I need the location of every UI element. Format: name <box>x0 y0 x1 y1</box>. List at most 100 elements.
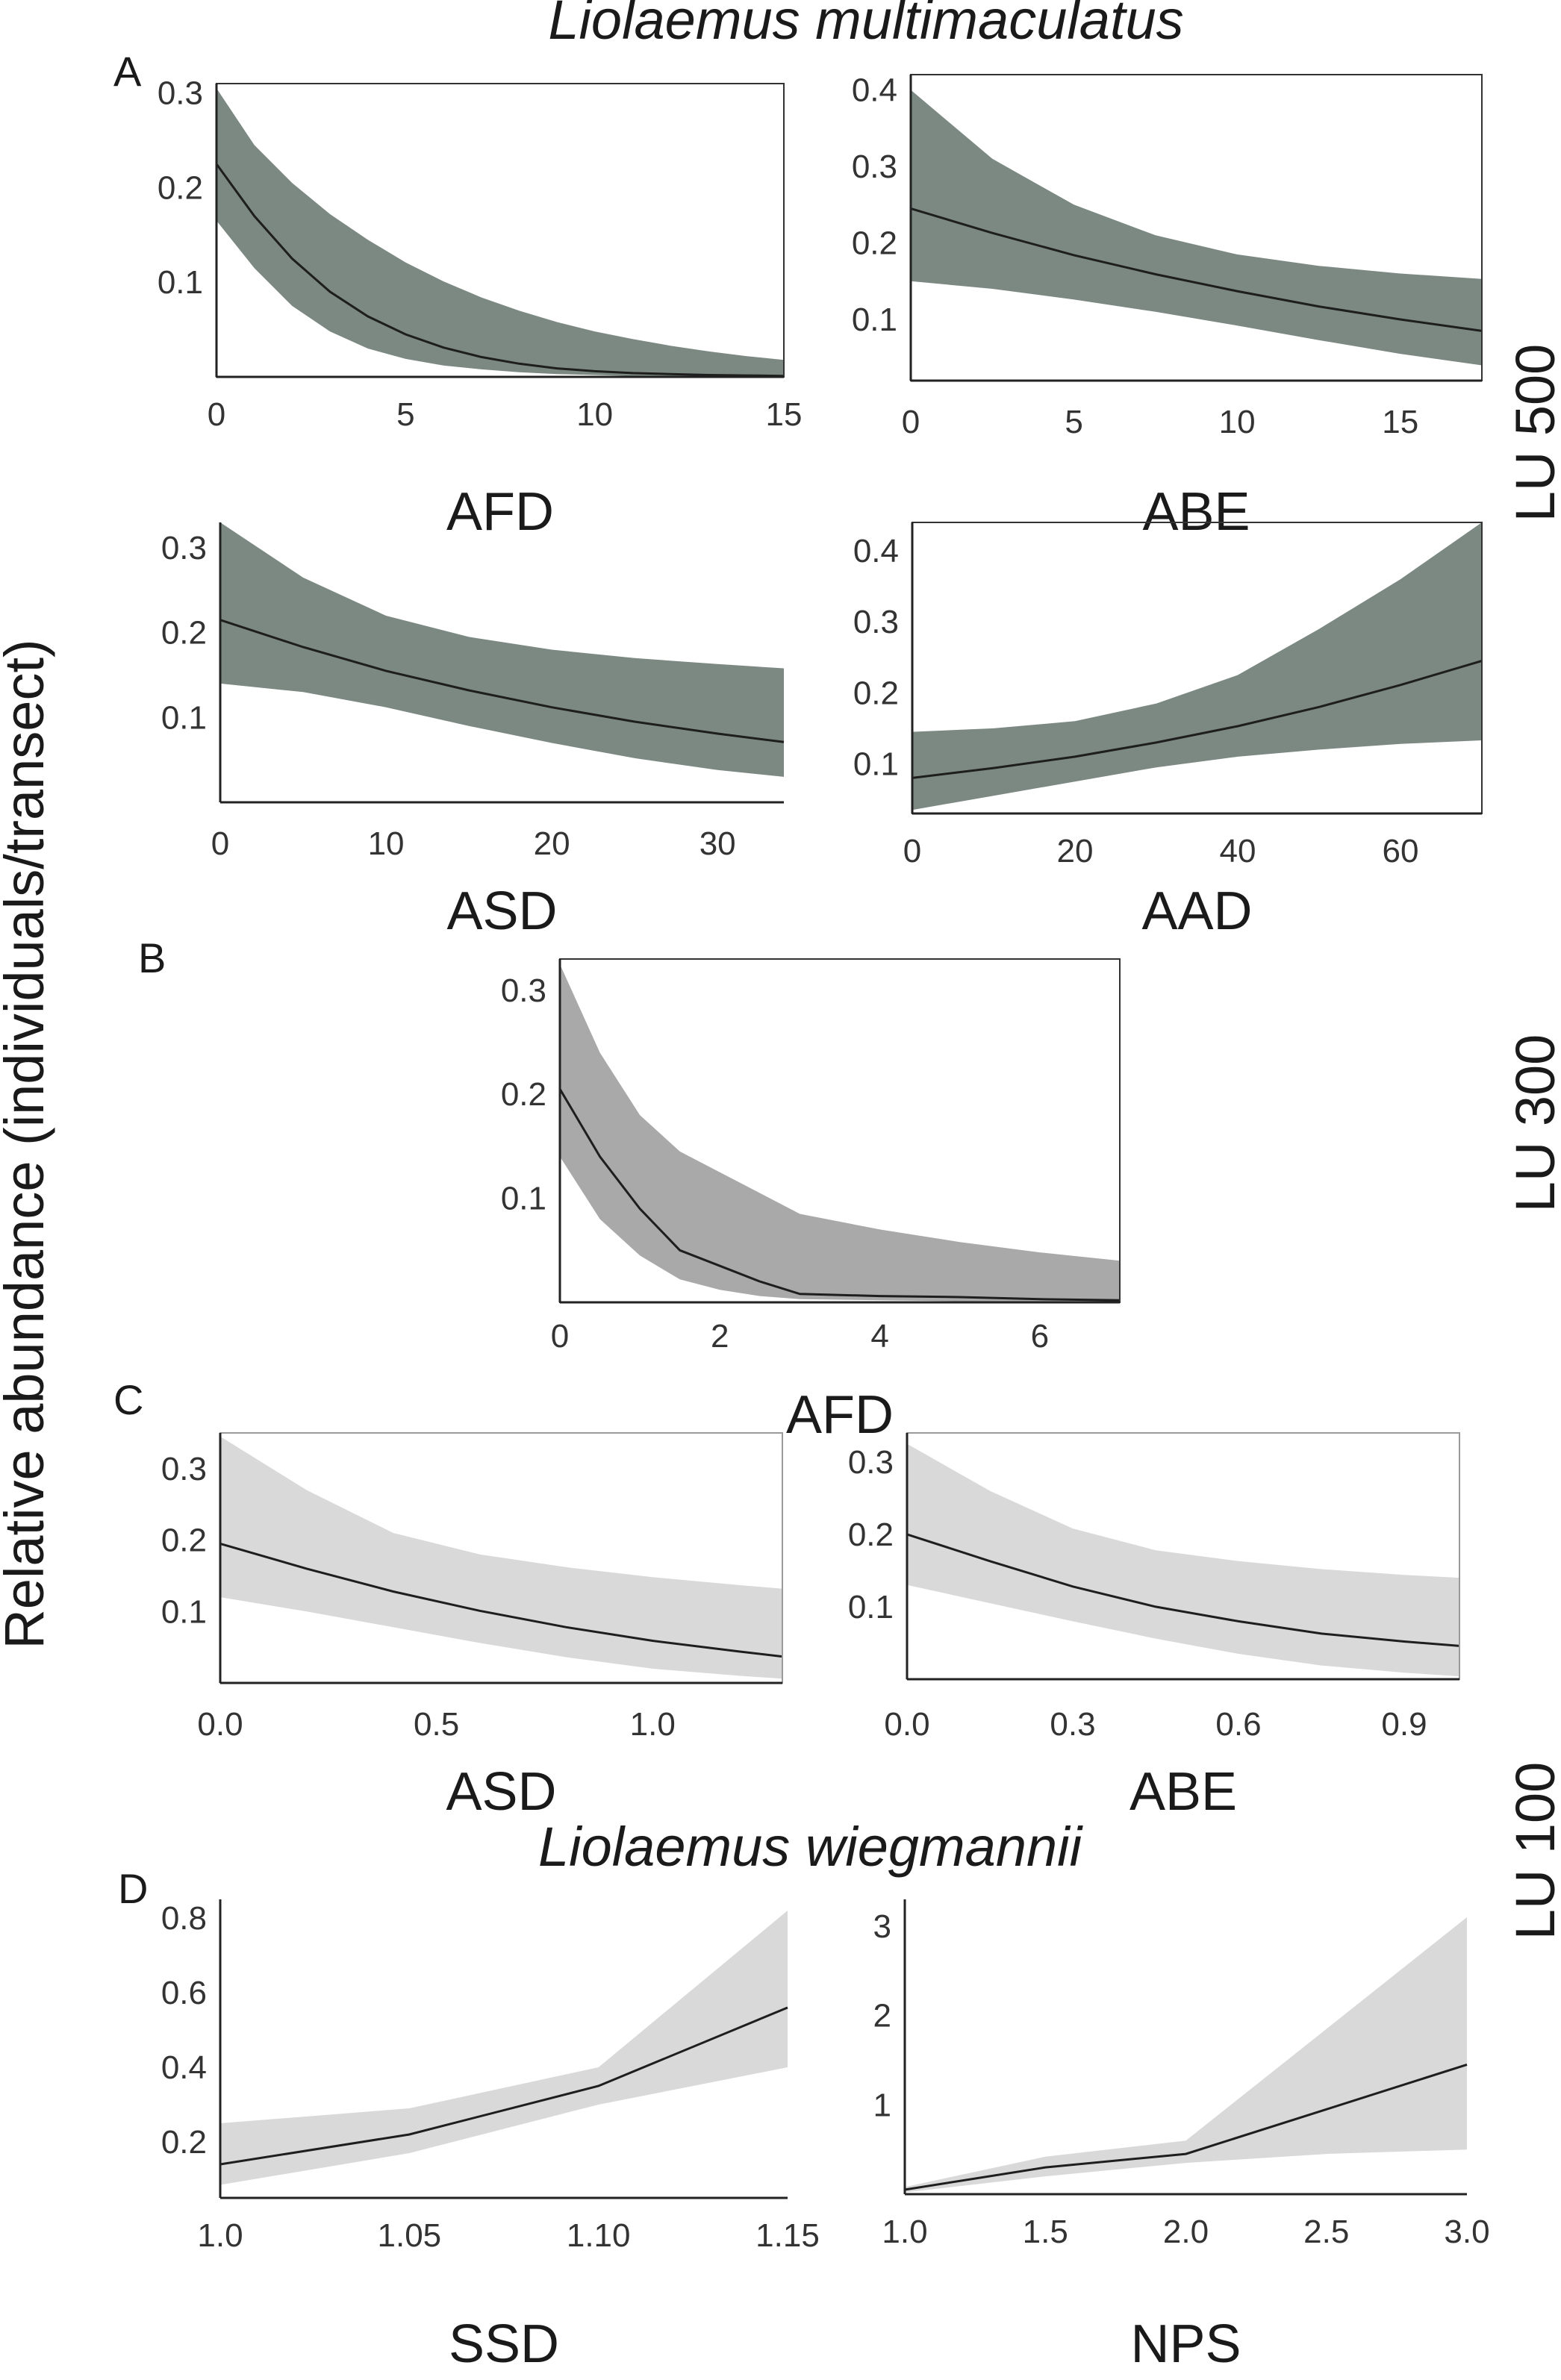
x-tick-label-a4: 20 <box>1057 833 1094 869</box>
confidence-band-c2 <box>907 1443 1459 1677</box>
x-tick-label-a4: 0 <box>903 833 921 869</box>
x-tick-label-a2: 15 <box>1382 404 1418 440</box>
x-tick-label-c2: 0.3 <box>1050 1706 1095 1743</box>
x-tick-label-d2: 1.5 <box>1023 2214 1068 2250</box>
y-tick-label-c1: 0.1 <box>161 1593 207 1630</box>
x-tick-label-d1: 1.10 <box>567 2217 631 2254</box>
y-tick-label-a3: 0.2 <box>161 615 207 652</box>
x-axis-label-a1: AFD <box>446 482 554 542</box>
mean-line-a3 <box>219 619 785 743</box>
x-axis-label-b1: AFD <box>786 1385 894 1445</box>
y-tick-label-c1: 0.3 <box>161 1451 207 1487</box>
chart-c2: 0.1 0.2 0.3 0.0 0.3 0.6 0.9 ABE <box>848 1432 1460 1822</box>
mean-line-a2 <box>910 207 1483 332</box>
mean-line-c2 <box>906 1533 1460 1647</box>
title-bottom: Liolaemus wiegmannii <box>538 1816 1084 1878</box>
y-tick-label-a2: 0.2 <box>852 225 897 262</box>
y-tick-label-c2: 0.1 <box>848 1589 894 1625</box>
x-tick-label-b1: 0 <box>551 1318 569 1355</box>
y-tick-label-b1: 0.3 <box>501 972 546 1009</box>
x-axis-label-d1: SSD <box>449 2314 559 2374</box>
y-tick-label-a3: 0.1 <box>161 699 207 736</box>
y-tick-label-a2: 0.4 <box>852 72 897 109</box>
y-tick-label-a4: 0.3 <box>853 604 899 640</box>
x-tick-label-a2: 10 <box>1219 404 1256 440</box>
chart-d1: 0.2 0.4 0.6 0.8 1.0 1.05 1.10 1.15 SSD <box>161 1899 820 2374</box>
x-tick-label-c1: 0.5 <box>414 1706 459 1743</box>
y-tick-label-d2: 2 <box>873 1998 891 2034</box>
x-axis-label-a4: AAD <box>1141 881 1252 941</box>
chart-a1: 0.1 0.2 0.3 0 5 10 15 AFD <box>158 75 803 542</box>
mean-line-b1 <box>558 1088 1121 1302</box>
chart-c1: 0.1 0.2 0.3 0.0 0.5 1.0 ASD <box>161 1432 783 1822</box>
x-tick-label-d1: 1.05 <box>378 2217 442 2254</box>
x-axis-label-c1: ASD <box>446 1762 556 1822</box>
y-tick-label-a1: 0.2 <box>158 169 203 206</box>
chart-a4: 0.1 0.2 0.3 0.4 0 20 40 60 AAD <box>853 522 1483 941</box>
x-tick-label-d1: 1.15 <box>755 2217 820 2254</box>
confidence-band-a3 <box>220 522 784 777</box>
x-tick-label-d1: 1.0 <box>197 2217 243 2254</box>
y-tick-label-d1: 0.8 <box>161 1900 207 1937</box>
y-tick-label-d1: 0.2 <box>161 2124 207 2161</box>
y-axis-label: Relative abundance (individuals/transect… <box>0 639 55 1649</box>
x-tick-label-a3: 20 <box>534 825 570 862</box>
y-tick-label-a2: 0.3 <box>852 149 897 185</box>
x-tick-label-a4: 40 <box>1220 833 1256 869</box>
x-tick-label-c1: 1.0 <box>630 1706 676 1743</box>
y-tick-label-d2: 3 <box>873 1908 891 1945</box>
confidence-band-a1 <box>216 88 784 377</box>
confidence-band-b1 <box>560 964 1120 1302</box>
x-tick-label-a3: 30 <box>700 825 736 862</box>
y-tick-label-a1: 0.3 <box>158 75 203 112</box>
x-tick-label-c1: 0.0 <box>197 1706 243 1743</box>
chart-a2: 0.1 0.2 0.3 0.4 0 5 10 15 ABE <box>852 72 1483 542</box>
y-tick-label-a4: 0.2 <box>853 675 899 711</box>
x-axis-label-a3: ASD <box>446 881 557 941</box>
x-tick-label-b1: 2 <box>711 1318 729 1355</box>
x-axis-label-c2: ABE <box>1130 1762 1237 1822</box>
x-tick-label-b1: 6 <box>1031 1318 1049 1355</box>
x-tick-label-c2: 0.9 <box>1381 1706 1427 1743</box>
title-top: Liolaemus multimaculatus <box>548 0 1183 51</box>
x-tick-label-d2: 2.0 <box>1163 2214 1209 2250</box>
confidence-band-a4 <box>912 522 1482 810</box>
side-label-lu100: LU 100 <box>1504 1762 1561 1940</box>
x-tick-label-c2: 0.0 <box>884 1706 929 1743</box>
confidence-band-d2 <box>905 1917 1467 2193</box>
x-tick-label-a1: 10 <box>576 396 613 433</box>
mean-line-c1 <box>219 1542 783 1658</box>
x-tick-label-b1: 4 <box>870 1318 888 1355</box>
x-tick-label-a1: 5 <box>396 396 414 433</box>
mean-line-a1 <box>215 163 785 378</box>
x-tick-label-a3: 10 <box>368 825 405 862</box>
y-tick-label-a1: 0.1 <box>158 264 203 301</box>
y-tick-label-a4: 0.4 <box>853 533 899 569</box>
x-tick-label-a2: 5 <box>1065 404 1082 440</box>
x-tick-label-d2: 1.0 <box>882 2214 927 2250</box>
panel-label-c: C <box>113 1376 143 1423</box>
y-tick-label-c1: 0.2 <box>161 1522 207 1559</box>
x-tick-label-a1: 0 <box>208 396 225 433</box>
x-tick-label-a4: 60 <box>1383 833 1419 869</box>
x-tick-label-c2: 0.6 <box>1215 1706 1261 1743</box>
chart-b1: 0.1 0.2 0.3 0 2 4 6 AFD <box>501 958 1121 1445</box>
x-tick-label-a3: 0 <box>211 825 229 862</box>
x-tick-label-d2: 2.5 <box>1303 2214 1349 2250</box>
side-label-lu300: LU 300 <box>1504 1034 1561 1213</box>
y-tick-label-b1: 0.2 <box>501 1076 546 1113</box>
panel-label-d: D <box>118 1865 148 1912</box>
y-tick-label-a2: 0.1 <box>852 302 897 338</box>
y-tick-label-d2: 1 <box>873 2087 891 2123</box>
y-tick-label-c2: 0.3 <box>848 1444 894 1481</box>
y-tick-label-d1: 0.6 <box>161 1975 207 2011</box>
panel-label-b: B <box>138 934 166 981</box>
side-label-lu500: LU 500 <box>1504 344 1561 522</box>
y-tick-label-a3: 0.3 <box>161 530 207 566</box>
confidence-band-d1 <box>220 1911 788 2185</box>
mean-line-d2 <box>904 2063 1468 2191</box>
x-tick-label-a1: 15 <box>766 396 803 433</box>
chart-d2: 1 2 3 1.0 1.5 2.0 2.5 3.0 NPS <box>873 1899 1490 2374</box>
